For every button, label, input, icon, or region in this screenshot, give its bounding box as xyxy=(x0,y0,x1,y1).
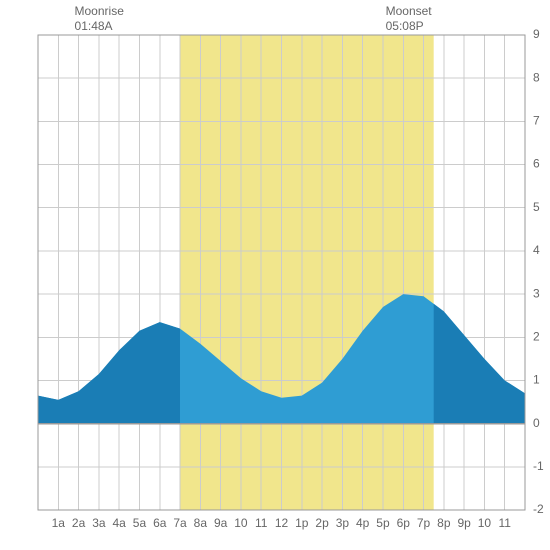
y-tick-label: 1 xyxy=(533,373,540,387)
x-tick-label: 3a xyxy=(92,516,106,530)
x-tick-label: 7a xyxy=(173,516,187,530)
x-tick-label: 4a xyxy=(112,516,126,530)
x-tick-label: 4p xyxy=(356,516,370,530)
x-tick-label: 8a xyxy=(194,516,208,530)
y-tick-label: 7 xyxy=(533,114,540,128)
tide-chart: -2-101234567891a2a3a4a5a6a7a8a9a1011121p… xyxy=(0,0,550,550)
x-tick-label: 10 xyxy=(478,516,492,530)
tide-chart-container: Moonrise 01:48A Moonset 05:08P -2-101234… xyxy=(0,0,550,550)
x-tick-label: 6p xyxy=(397,516,411,530)
x-tick-label: 12 xyxy=(275,516,289,530)
x-tick-label: 10 xyxy=(234,516,248,530)
y-tick-label: 6 xyxy=(533,157,540,171)
y-tick-label: -2 xyxy=(533,502,544,516)
daylight-band xyxy=(180,35,434,510)
x-tick-label: 1p xyxy=(295,516,309,530)
x-tick-label: 5p xyxy=(376,516,390,530)
y-tick-label: 8 xyxy=(533,70,540,84)
x-tick-label: 9a xyxy=(214,516,228,530)
y-tick-label: -1 xyxy=(533,459,544,473)
x-tick-label: 1a xyxy=(52,516,66,530)
x-tick-label: 6a xyxy=(153,516,167,530)
y-tick-label: 3 xyxy=(533,286,540,300)
y-tick-label: 2 xyxy=(533,329,540,343)
x-tick-label: 9p xyxy=(457,516,471,530)
x-tick-label: 2a xyxy=(72,516,86,530)
x-tick-label: 2p xyxy=(315,516,329,530)
moonset-header: Moonset 05:08P xyxy=(386,4,432,34)
y-tick-label: 4 xyxy=(533,243,540,257)
moonrise-header: Moonrise 01:48A xyxy=(75,4,124,34)
x-tick-label: 3p xyxy=(336,516,350,530)
x-tick-label: 11 xyxy=(255,516,268,530)
x-tick-label: 8p xyxy=(437,516,451,530)
x-tick-label: 11 xyxy=(498,516,511,530)
x-tick-label: 7p xyxy=(417,516,431,530)
y-tick-label: 5 xyxy=(533,200,540,214)
y-tick-label: 9 xyxy=(533,27,540,41)
x-tick-label: 5a xyxy=(133,516,147,530)
y-tick-label: 0 xyxy=(533,416,540,430)
